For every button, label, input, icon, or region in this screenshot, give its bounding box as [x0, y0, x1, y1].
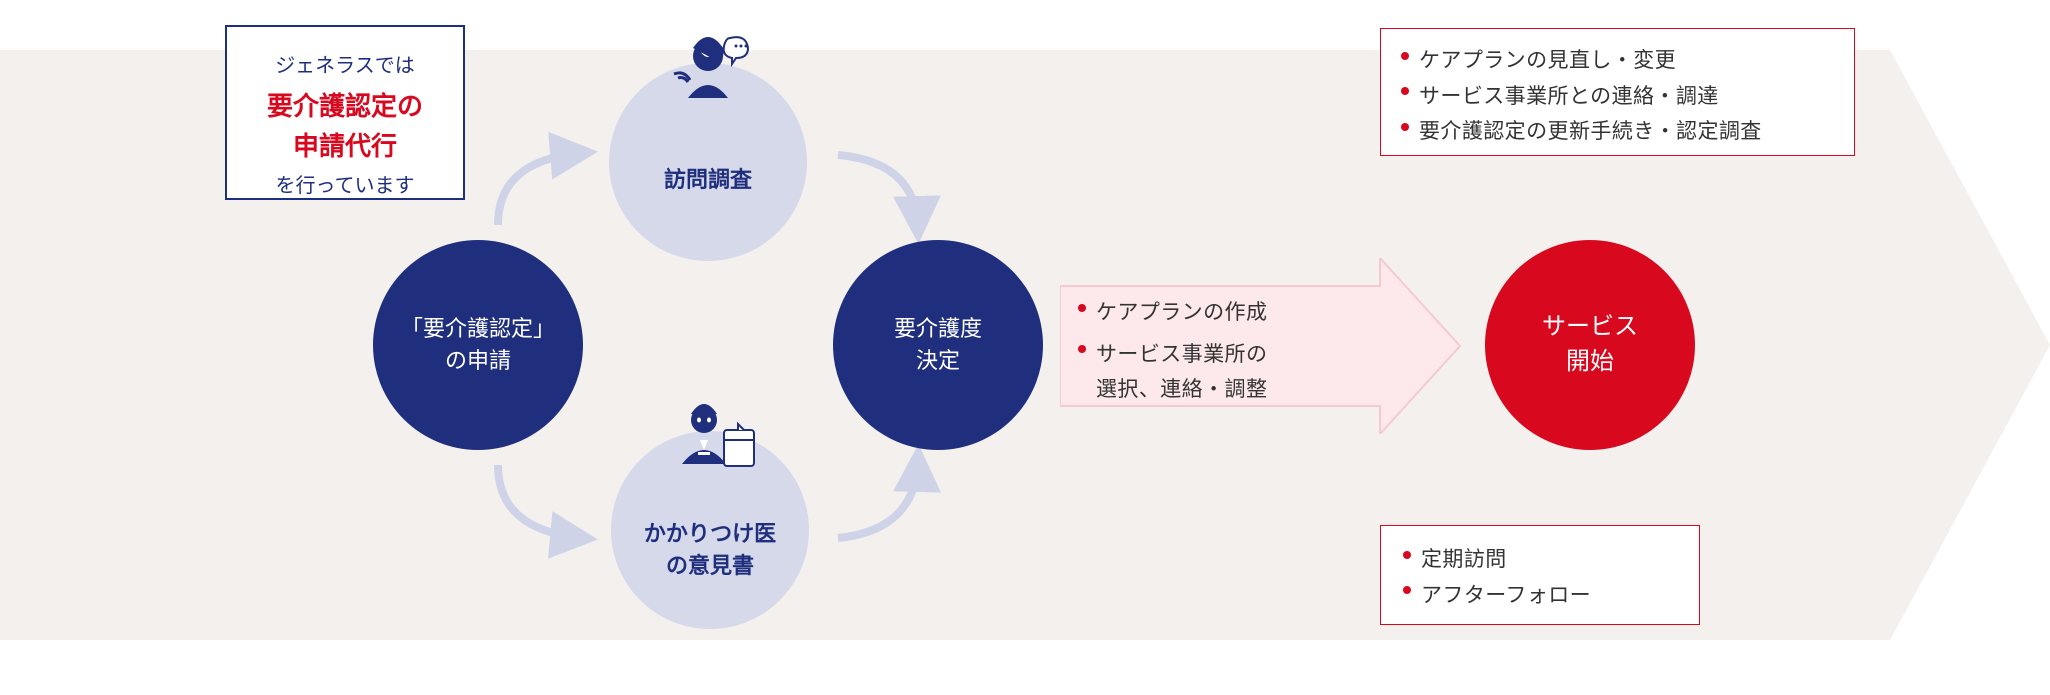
bullet-dot-icon: [1078, 345, 1086, 353]
list-item: 定期訪問: [1403, 542, 1677, 578]
list-item: アフターフォロー: [1403, 578, 1677, 614]
list-item: 要介護認定の更新手続き・認定調査: [1401, 114, 1834, 150]
bullet-dot-icon: [1401, 123, 1409, 131]
bullet-dot-icon: [1403, 586, 1411, 594]
callout-application-proxy: ジェネラスでは 要介護認定の 申請代行 を行っています: [225, 25, 465, 200]
node-apply-line2: の申請: [445, 348, 511, 373]
node-doctor-line2: の意見書: [666, 553, 754, 578]
top-bullet-1: ケアプランの見直し・変更: [1419, 43, 1676, 79]
node-decision: 要介護度 決定: [833, 240, 1043, 450]
bullet-dot-icon: [1401, 87, 1409, 95]
node-decision-line2: 決定: [916, 348, 960, 373]
node-apply: 「要介護認定」 の申請: [373, 240, 583, 450]
callout-top-services: ケアプランの見直し・変更 サービス事業所との連絡・調達 要介護認定の更新手続き・…: [1380, 28, 1855, 156]
callout-line3: 申請代行: [227, 126, 463, 166]
node-apply-line1: 「要介護認定」: [401, 316, 555, 341]
node-decision-line1: 要介護度: [894, 316, 982, 341]
bottom-bullet-1: 定期訪問: [1421, 542, 1507, 578]
list-item: サービス事業所の 選択、連絡・調整: [1078, 337, 1338, 408]
mid-bullet-1: ケアプランの作成: [1096, 295, 1267, 331]
node-service-start: サービス 開始: [1485, 240, 1695, 450]
diagram-stage: ジェネラスでは 要介護認定の 申請代行 を行っています 「要介護認定」 の申請 …: [0, 0, 2050, 695]
bottom-bullet-2: アフターフォロー: [1421, 578, 1591, 614]
bullet-dot-icon: [1401, 52, 1409, 60]
callout-line2: 要介護認定の: [227, 86, 463, 126]
mid-bullet-2: サービス事業所の 選択、連絡・調整: [1096, 337, 1267, 408]
doctor-icon: [668, 400, 758, 472]
bullet-dot-icon: [1078, 304, 1086, 312]
callout-bottom-services: 定期訪問 アフターフォロー: [1380, 525, 1700, 625]
top-bullet-2: サービス事業所との連絡・調達: [1419, 79, 1719, 115]
callout-line4: を行っています: [227, 171, 463, 202]
list-item: ケアプランの作成: [1078, 295, 1338, 331]
node-start-line1: サービス: [1542, 313, 1638, 340]
person-talk-icon: [672, 32, 752, 102]
node-start-line2: 開始: [1566, 348, 1614, 375]
node-doctor-line1: かかりつけ医: [644, 521, 776, 546]
mid-bullet-list: ケアプランの作成 サービス事業所の 選択、連絡・調整: [1078, 295, 1338, 408]
callout-line1: ジェネラスでは: [227, 51, 463, 82]
node-visit-label: 訪問調査: [664, 164, 752, 196]
list-item: ケアプランの見直し・変更: [1401, 43, 1834, 79]
top-bullet-3: 要介護認定の更新手続き・認定調査: [1419, 114, 1762, 150]
bullet-dot-icon: [1403, 551, 1411, 559]
list-item: サービス事業所との連絡・調達: [1401, 79, 1834, 115]
